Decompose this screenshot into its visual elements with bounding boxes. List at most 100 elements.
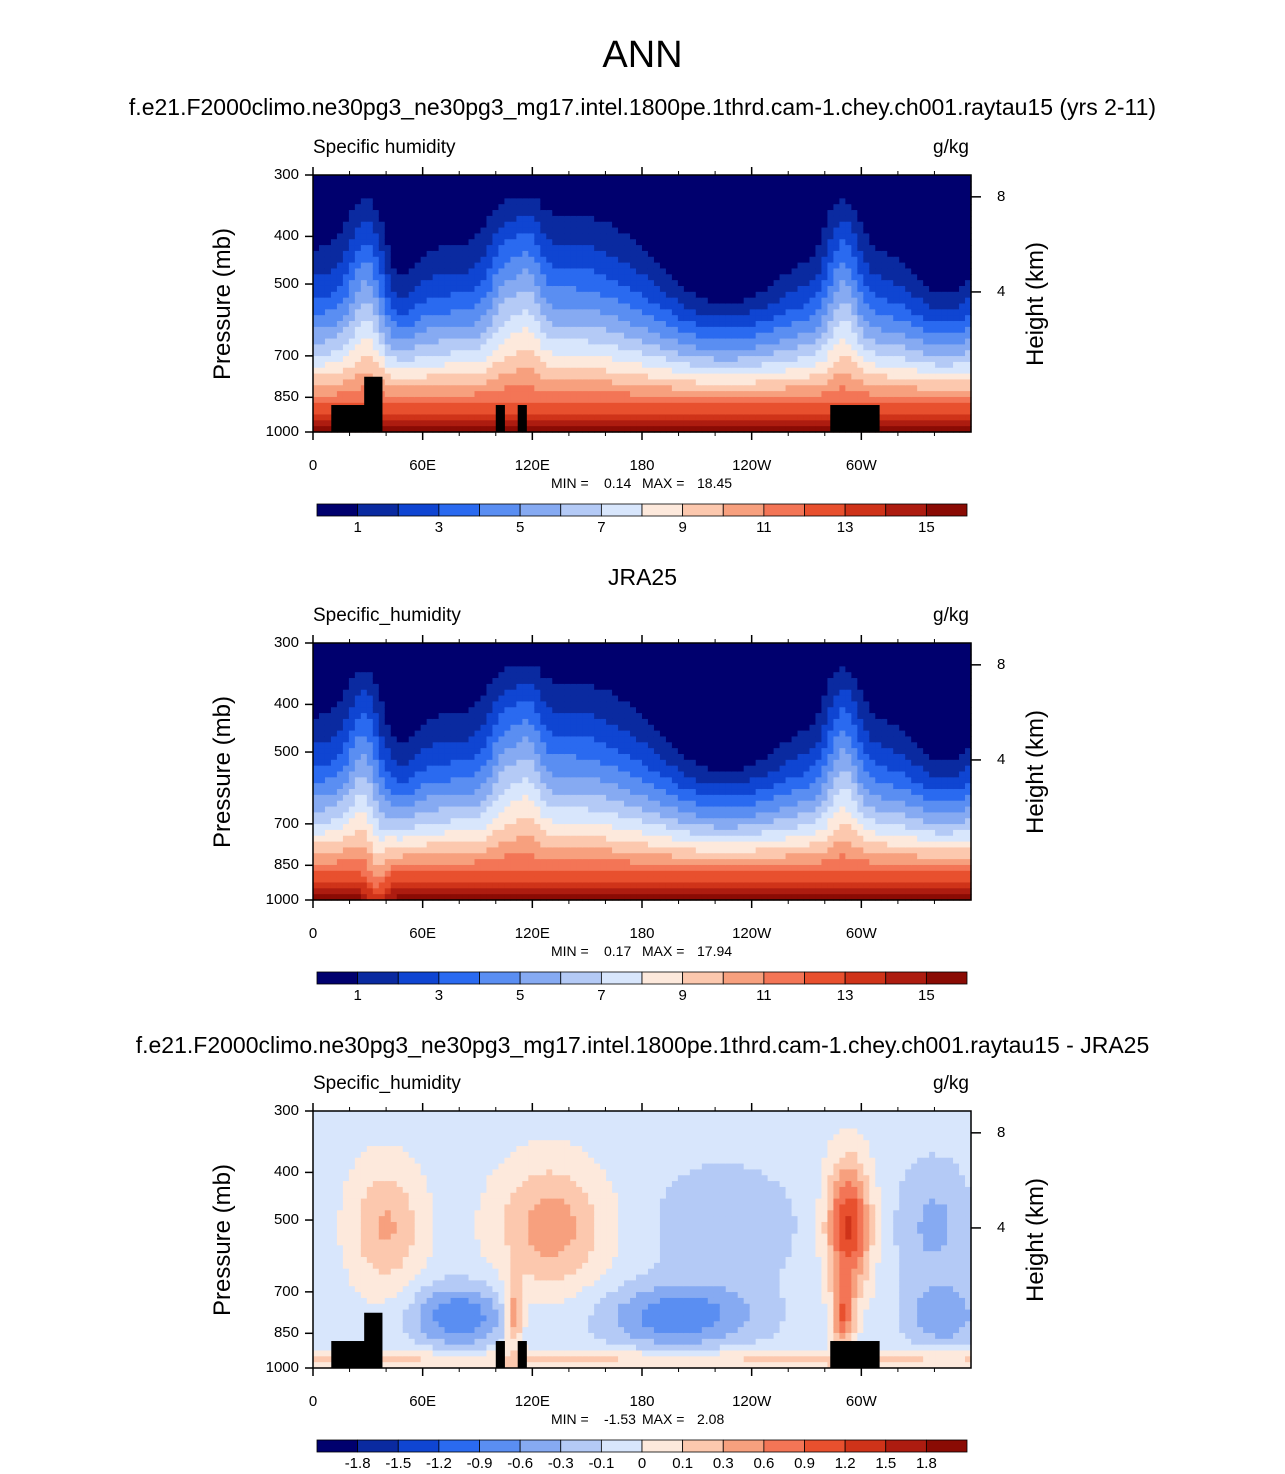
heatmap-cell: [815, 262, 823, 270]
heatmap-cell: [612, 385, 619, 392]
heatmap-cell: [558, 297, 565, 305]
heatmap-cell: [414, 344, 422, 351]
heatmap-cell: [767, 280, 775, 287]
heatmap-cell: [318, 643, 326, 650]
heatmap-cell: [636, 245, 643, 252]
heatmap-cell: [737, 338, 745, 345]
heatmap-cell: [618, 175, 625, 182]
heatmap-cell: [618, 245, 625, 252]
heatmap-cell: [809, 285, 817, 293]
heatmap-cell: [833, 280, 840, 287]
heatmap-cell: [803, 402, 811, 410]
heatmap-cell: [516, 350, 523, 357]
heatmap-cell: [600, 391, 607, 398]
heatmap-cell: [875, 227, 882, 235]
heatmap-cell: [313, 841, 320, 849]
heatmap-cell: [408, 274, 416, 281]
heatmap-cell: [498, 250, 506, 258]
heatmap-cell: [935, 233, 942, 240]
heatmap-cell: [618, 221, 625, 229]
heatmap-cell: [474, 186, 482, 194]
heatmap-cell: [630, 309, 637, 316]
heatmap-cell: [671, 233, 679, 240]
heatmap-cell: [606, 210, 613, 217]
heatmap-cell: [779, 204, 787, 211]
heatmap-cell: [492, 391, 500, 398]
heatmap-cell: [827, 180, 835, 188]
heatmap-cell: [875, 256, 882, 264]
heatmap-cell: [893, 268, 900, 275]
heatmap-cell: [749, 402, 757, 410]
heatmap-cell: [695, 350, 703, 357]
heatmap-cell: [420, 280, 428, 287]
heatmap-cell: [767, 338, 775, 345]
heatmap-cell: [438, 268, 446, 275]
heatmap-cell: [348, 344, 356, 351]
heatmap-cell: [965, 210, 972, 217]
heatmap-cell: [444, 356, 452, 363]
heatmap-cell: [689, 274, 697, 281]
heatmap-cell: [749, 285, 757, 293]
heatmap-cell: [725, 309, 733, 316]
heatmap-cell: [552, 204, 559, 211]
heatmap-cell: [318, 233, 326, 240]
heatmap-cell: [821, 321, 829, 328]
heatmap-cell: [953, 315, 960, 322]
heatmap-cell: [719, 367, 727, 375]
heatmap-cell: [313, 297, 320, 305]
heatmap-cell: [701, 402, 709, 410]
heatmap-cell: [612, 338, 619, 345]
heatmap-cell: [318, 678, 326, 685]
heatmap-cell: [749, 356, 757, 363]
heatmap-cell: [683, 426, 691, 433]
heatmap-cell: [420, 245, 428, 252]
heatmap-cell: [887, 408, 894, 416]
heatmap-cell: [414, 262, 422, 270]
heatmap-cell: [893, 180, 900, 188]
heatmap-cell: [642, 367, 649, 375]
heatmap-cell: [797, 297, 805, 305]
heatmap-cell: [653, 344, 661, 351]
heatmap-cell: [492, 180, 500, 188]
heatmap-cell: [528, 309, 535, 316]
heatmap-cell: [893, 414, 900, 421]
heatmap-cell: [414, 227, 422, 235]
heatmap-cell: [624, 239, 631, 246]
heatmap-cell: [402, 227, 410, 235]
heatmap-cell: [552, 198, 559, 205]
heatmap-cell: [384, 256, 392, 264]
heatmap-cell: [408, 215, 416, 223]
heatmap-cell: [588, 239, 595, 246]
heatmap-cell: [318, 713, 326, 720]
heatmap-cell: [336, 367, 344, 375]
heatmap-cell: [893, 408, 900, 416]
heatmap-cell: [432, 332, 440, 340]
heatmap-cell: [498, 192, 506, 199]
heatmap-cell: [863, 180, 870, 188]
heatmap-cell: [749, 256, 757, 264]
heatmap-cell: [881, 239, 888, 246]
heatmap-cell: [324, 385, 332, 392]
heatmap-cell: [438, 379, 446, 386]
heatmap-cell: [582, 338, 589, 345]
colorbar-swatch: [600, 503, 643, 517]
heatmap-cell: [384, 332, 392, 340]
heatmap-cell: [576, 192, 583, 199]
heatmap-cell: [701, 192, 709, 199]
heatmap-cell: [923, 361, 930, 369]
heatmap-cell: [665, 385, 673, 392]
colorbar-tick-label: 7: [597, 519, 606, 536]
heatmap-cell: [534, 239, 541, 246]
heatmap-cell: [588, 297, 595, 305]
heatmap-cell: [390, 210, 398, 217]
heatmap-cell: [701, 250, 709, 258]
heatmap-cell: [719, 274, 727, 281]
heatmap-cell: [480, 221, 488, 229]
heatmap-cell: [875, 309, 882, 316]
heatmap-cell: [504, 227, 511, 235]
heatmap-cell: [336, 285, 344, 293]
heatmap-cell: [324, 309, 332, 316]
heatmap-cell: [947, 361, 954, 369]
heatmap-cell: [935, 204, 942, 211]
heatmap-cell: [677, 350, 685, 357]
